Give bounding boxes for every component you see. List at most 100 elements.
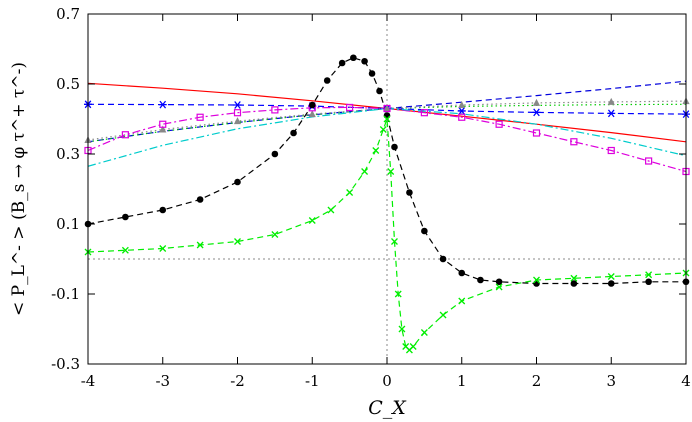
reference-lines <box>88 14 686 364</box>
data-point-8 <box>196 241 204 249</box>
data-point-7 <box>645 278 652 286</box>
ticks-group <box>87 13 687 365</box>
data-point-5 <box>383 104 391 113</box>
data-point-3 <box>532 108 541 117</box>
data-point-5 <box>346 103 354 112</box>
data-point-7 <box>406 189 413 196</box>
data-point-3 <box>457 107 466 115</box>
series-line-4 <box>88 100 686 141</box>
data-point-7 <box>495 278 503 286</box>
y-tick-label: 0.5 <box>56 75 80 93</box>
data-point-7 <box>361 57 368 65</box>
data-point-7 <box>570 280 578 287</box>
data-point-8 <box>391 238 398 245</box>
x-tick-label: 2 <box>532 372 542 390</box>
y-axis-title: < P_L^- > (B_s → φ τ^+ τ^-) <box>9 62 29 316</box>
data-point-4 <box>233 117 242 125</box>
data-point-7 <box>477 276 484 284</box>
data-point-5 <box>532 129 541 137</box>
x-tick-label: 1 <box>457 372 467 390</box>
data-point-8 <box>327 206 335 214</box>
x-tick-label: 0 <box>382 372 392 390</box>
x-axis-title: C_X <box>368 397 407 419</box>
data-point-4 <box>607 97 615 105</box>
data-point-4 <box>159 125 167 133</box>
data-point-4 <box>308 110 316 118</box>
data-point-4 <box>383 104 391 112</box>
data-point-8 <box>398 325 406 333</box>
data-point-7 <box>159 206 167 214</box>
data-point-7 <box>421 227 428 235</box>
data-point-7 <box>383 112 391 119</box>
data-point-7 <box>458 269 466 277</box>
data-point-8 <box>439 311 447 319</box>
y-tick-label: -0.3 <box>51 355 80 373</box>
data-point-7 <box>350 54 357 62</box>
data-point-5 <box>645 157 653 165</box>
x-tick-label: 4 <box>681 372 691 390</box>
data-point-5 <box>495 120 503 128</box>
data-point-7 <box>533 280 540 287</box>
series-group <box>88 57 686 351</box>
x-tick-label: -4 <box>81 372 96 390</box>
data-point-8 <box>121 246 129 254</box>
data-point-8 <box>379 126 387 133</box>
data-point-7 <box>271 150 279 158</box>
data-point-4 <box>458 101 466 108</box>
data-point-3 <box>233 101 242 109</box>
data-point-7 <box>234 178 241 186</box>
series-line-2 <box>88 103 686 143</box>
data-point-3 <box>158 100 167 109</box>
data-point-8 <box>394 290 402 298</box>
x-tick-label: 3 <box>606 372 616 390</box>
data-point-8 <box>234 238 241 245</box>
data-point-5 <box>458 113 466 121</box>
data-point-7 <box>338 59 346 67</box>
data-point-8 <box>308 217 316 224</box>
data-point-7 <box>290 129 297 137</box>
data-point-7 <box>607 280 615 287</box>
y-tick-label: 0.1 <box>56 215 80 233</box>
data-point-5 <box>233 109 242 117</box>
data-point-5 <box>607 146 615 155</box>
data-point-8 <box>271 231 279 238</box>
markers-group <box>84 54 690 354</box>
data-point-7 <box>368 70 376 77</box>
tick-labels-group: -4 -3 -2 -1 0 1 2 3 4 -0.3 -0.1 0.1 0.3 0.5 0.7 <box>51 5 691 390</box>
x-axis-title-main: C_X <box>368 397 407 419</box>
data-point-8 <box>387 168 395 175</box>
data-point-5 <box>570 138 578 146</box>
data-point-8 <box>458 297 466 305</box>
data-point-8 <box>533 276 540 284</box>
x-tick-label: -2 <box>230 372 245 390</box>
data-point-5 <box>420 109 428 117</box>
data-point-5 <box>121 131 129 139</box>
y-tick-label: -0.1 <box>51 285 80 303</box>
data-point-7 <box>323 77 331 84</box>
data-point-7 <box>196 196 204 203</box>
data-point-8 <box>645 271 653 279</box>
data-point-8 <box>570 274 578 282</box>
data-point-4 <box>532 98 541 106</box>
data-point-8 <box>361 168 369 175</box>
data-point-8 <box>607 273 615 280</box>
data-point-8 <box>372 147 380 154</box>
data-point-8 <box>383 115 391 123</box>
x-tick-label: -1 <box>305 372 320 390</box>
data-point-5 <box>271 106 279 114</box>
x-tick-label: -3 <box>155 372 170 390</box>
data-point-8 <box>420 329 428 336</box>
data-point-7 <box>391 143 398 151</box>
data-point-7 <box>376 87 383 95</box>
data-point-5 <box>196 113 204 121</box>
data-point-8 <box>346 189 354 196</box>
data-point-7 <box>122 213 129 221</box>
data-point-3 <box>607 109 616 118</box>
data-point-7 <box>308 101 316 109</box>
y-tick-label: 0.7 <box>56 5 80 23</box>
data-point-7 <box>439 255 447 263</box>
data-point-8 <box>495 283 503 291</box>
data-point-5 <box>159 120 167 128</box>
y-tick-label: 0.3 <box>56 145 80 163</box>
